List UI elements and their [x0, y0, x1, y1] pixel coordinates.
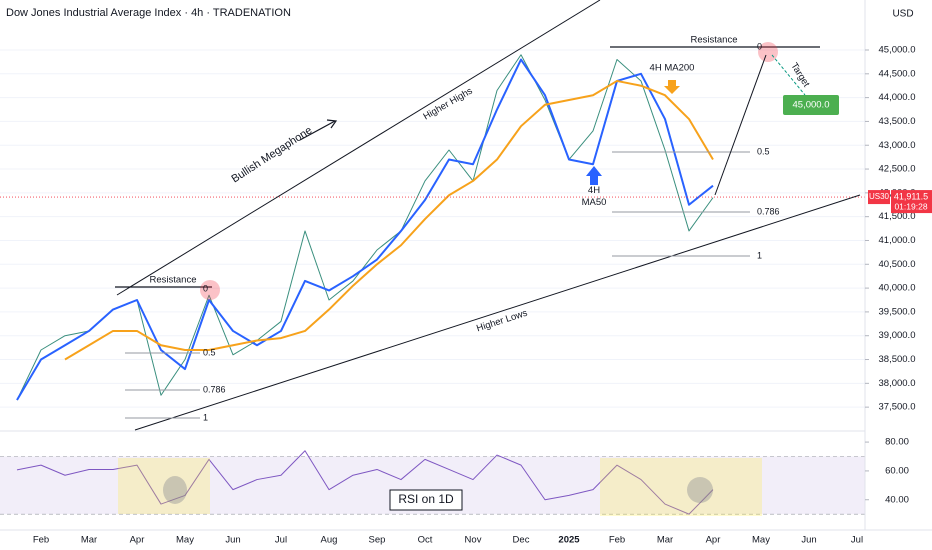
- arrow: [299, 120, 336, 141]
- highlight-ellipse: [163, 476, 187, 504]
- ma-label-line: MA50: [582, 197, 607, 208]
- last-price: 41,911.5: [894, 191, 928, 201]
- price-box: [891, 190, 932, 214]
- y-tick-label: 60.00: [885, 465, 909, 476]
- series-line: [16, 58, 714, 401]
- target-line: [771, 54, 806, 96]
- y-tick-label: 44,500.0: [879, 68, 916, 79]
- annotation: Resistance: [691, 35, 738, 46]
- chart-title: Dow Jones Industrial Average Index · 4h …: [6, 7, 291, 19]
- y-tick-label: 80.00: [885, 437, 909, 448]
- ma50-arrow: [586, 166, 602, 185]
- y-tick-label: 43,500.0: [879, 116, 916, 127]
- projection-line: [714, 54, 767, 196]
- ma-label-line: 4H: [588, 185, 600, 196]
- arrow-head: [326, 119, 338, 129]
- x-tick-label: May: [176, 535, 194, 546]
- series-line: [64, 79, 714, 361]
- x-tick-label: Apr: [130, 535, 145, 546]
- annotation: Resistance: [150, 275, 197, 286]
- x-tick-label: May: [752, 535, 770, 546]
- x-tick-label: Jul: [275, 535, 287, 546]
- x-tick-label: Feb: [609, 535, 625, 546]
- x-tick-label: 2025: [558, 535, 580, 546]
- x-tick-label: Sep: [369, 535, 386, 546]
- upper-trendline: [116, 0, 601, 296]
- symbol: US30: [869, 192, 890, 201]
- y-tick-label: 40,000.0: [879, 283, 916, 294]
- fib-label: 0.5: [757, 146, 770, 156]
- highlight-circle: [200, 280, 220, 300]
- y-tick-label: 38,500.0: [879, 354, 916, 365]
- series-line: [16, 450, 714, 515]
- target-box: [783, 95, 839, 115]
- lower-trendline: [134, 194, 861, 431]
- ma-label: 4H MA200: [650, 63, 695, 74]
- fib-label: 0.5: [203, 347, 216, 357]
- countdown: 01:19:28: [894, 201, 927, 211]
- y-tick-label: 41,000.0: [879, 235, 916, 246]
- x-tick-label: Mar: [81, 535, 97, 546]
- symbol-box: [868, 190, 890, 205]
- x-tick-label: Nov: [465, 535, 482, 546]
- rsi-title: RSI on 1D: [398, 492, 454, 506]
- fib-label: 0.786: [203, 384, 226, 394]
- highlight-circle: [758, 42, 778, 62]
- x-tick-label: Jul: [851, 535, 863, 546]
- x-tick-label: Aug: [321, 535, 338, 546]
- y-tick-label: 39,000.0: [879, 330, 916, 341]
- x-tick-label: Oct: [418, 535, 433, 546]
- x-tick-label: Jun: [225, 535, 240, 546]
- fib-label: 1: [203, 412, 208, 422]
- currency: USD: [892, 9, 913, 20]
- rsi-title-box: [389, 489, 463, 511]
- highlight-ellipse: [687, 477, 713, 503]
- x-tick-label: Apr: [706, 535, 721, 546]
- fib-label: 0.786: [757, 206, 780, 216]
- y-tick-label: 38,000.0: [879, 378, 916, 389]
- y-tick-label: 37,500.0: [879, 402, 916, 413]
- fib-label: 0: [757, 41, 762, 51]
- highlight-box: [600, 458, 762, 516]
- y-tick-label: 45,000.0: [879, 45, 916, 56]
- y-tick-label: 42,500.0: [879, 164, 916, 175]
- y-tick-label: 39,500.0: [879, 306, 916, 317]
- fib-label: 0: [203, 283, 208, 293]
- x-tick-label: Mar: [657, 535, 673, 546]
- highlight-box: [118, 458, 210, 514]
- y-tick-label: 40.00: [885, 494, 909, 505]
- x-tick-label: Dec: [513, 535, 530, 546]
- target-label: 45,000.0: [793, 100, 830, 111]
- ma-label: 4H MA50: [582, 185, 607, 208]
- fib-label: 1: [757, 250, 762, 260]
- ma200-arrow: [664, 80, 680, 94]
- y-tick-label: 43,000.0: [879, 140, 916, 151]
- x-tick-label: Jun: [801, 535, 816, 546]
- y-tick-label: 41,500.0: [879, 211, 916, 222]
- y-tick-label: 44,000.0: [879, 92, 916, 103]
- x-tick-label: Feb: [33, 535, 49, 546]
- y-tick-label: 40,500.0: [879, 259, 916, 270]
